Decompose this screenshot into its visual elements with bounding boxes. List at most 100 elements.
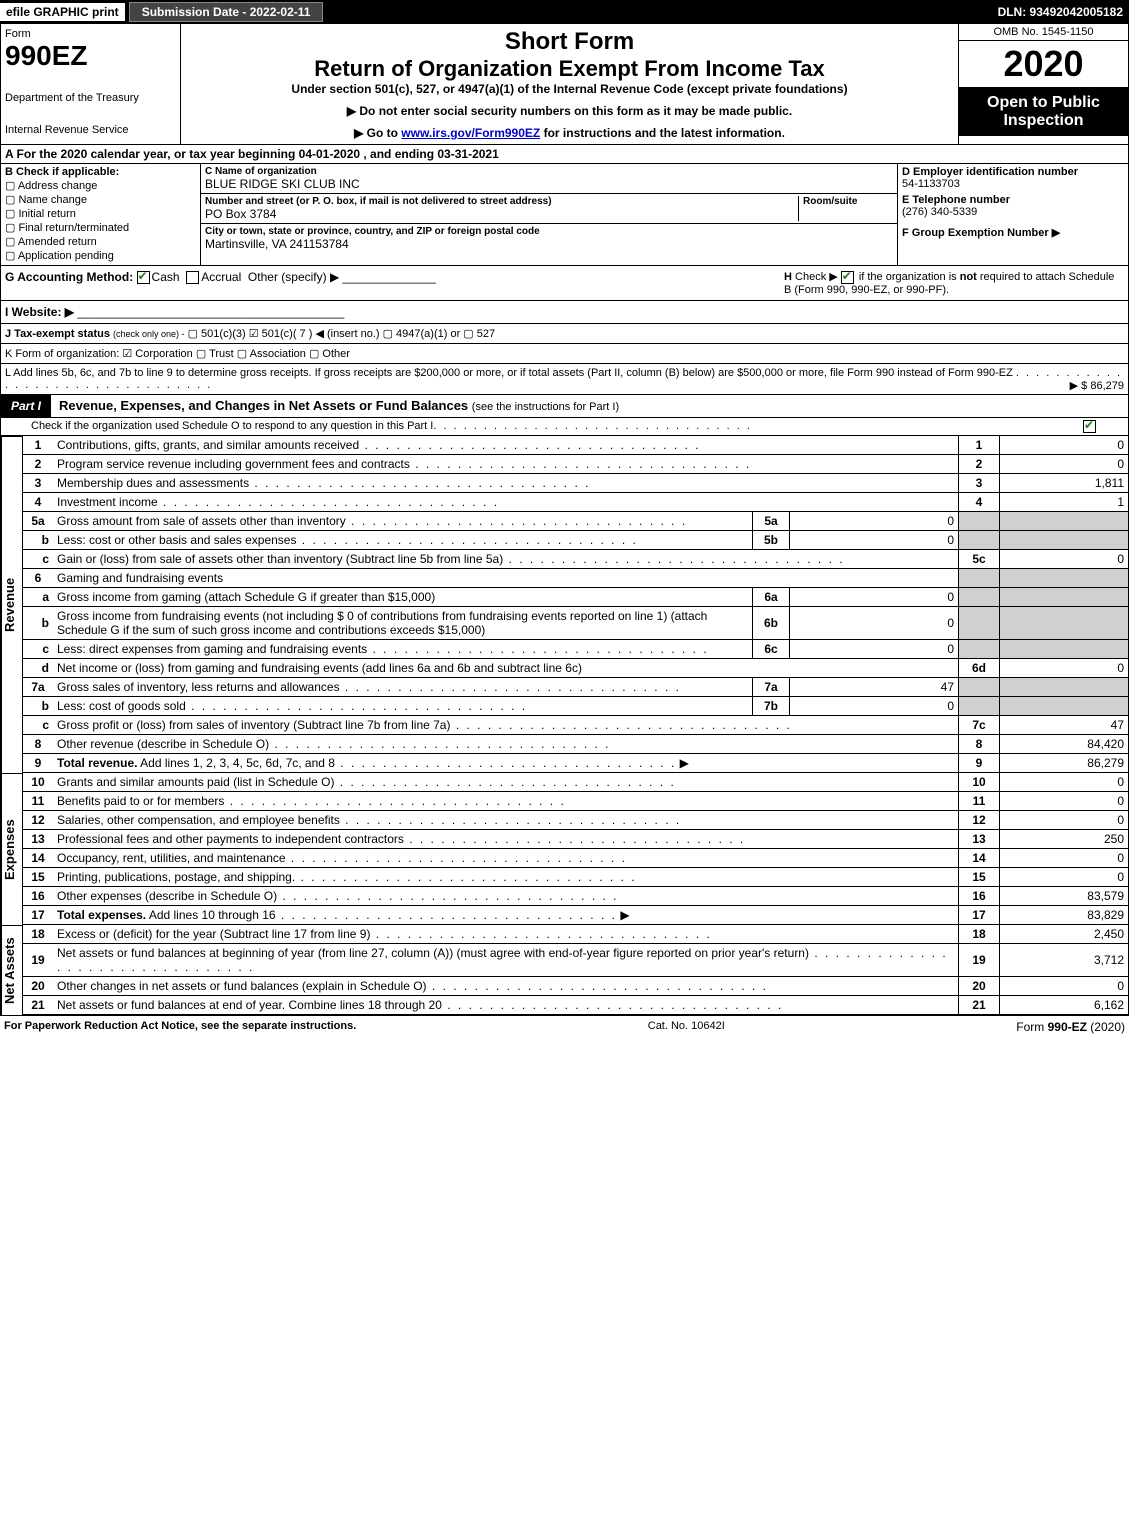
cb-schedule-b[interactable]	[841, 271, 854, 284]
goto-post: for instructions and the latest informat…	[540, 126, 785, 140]
footer-left: For Paperwork Reduction Act Notice, see …	[4, 1020, 356, 1034]
line-11: 11Benefits paid to or for members110	[23, 791, 1129, 810]
addr-row: Number and street (or P. O. box, if mail…	[201, 194, 897, 224]
city-row: City or town, state or province, country…	[201, 224, 897, 253]
dept-treasury: Department of the Treasury	[5, 92, 176, 104]
entity-info: B Check if applicable: Address change Na…	[0, 164, 1129, 266]
row-g-h: G Accounting Method: Cash Accrual Other …	[0, 266, 1129, 301]
accounting-method: G Accounting Method: Cash Accrual Other …	[1, 266, 780, 300]
line-20: 20Other changes in net assets or fund ba…	[23, 976, 1129, 995]
line-18: 18Excess or (deficit) for the year (Subt…	[23, 925, 1129, 944]
cb-accrual[interactable]	[186, 271, 199, 284]
cb-address-change[interactable]: Address change	[5, 179, 196, 192]
goto-pre: ▶ Go to	[354, 126, 401, 140]
line-16: 16Other expenses (describe in Schedule O…	[23, 886, 1129, 905]
city-label: City or town, state or province, country…	[205, 226, 893, 237]
line-7b: bLess: cost of goods sold7b0	[23, 696, 1129, 715]
accrual-label: Accrual	[201, 270, 241, 284]
line-6d: dNet income or (loss) from gaming and fu…	[23, 658, 1129, 677]
cb-cash[interactable]	[137, 271, 150, 284]
line-21: 21Net assets or fund balances at end of …	[23, 995, 1129, 1014]
footer-right: Form 990-EZ (2020)	[1016, 1020, 1125, 1034]
line-15: 15Printing, publications, postage, and s…	[23, 867, 1129, 886]
box-b: B Check if applicable: Address change Na…	[1, 164, 201, 265]
cb-final-return[interactable]: Final return/terminated	[5, 221, 196, 234]
omb-number: OMB No. 1545-1150	[959, 24, 1128, 41]
j-options: ▢ 501(c)(3) ☑ 501(c)( 7 ) ◀ (insert no.)…	[188, 328, 495, 340]
part1-header: Part I Revenue, Expenses, and Changes in…	[0, 395, 1129, 418]
line-5c: cGain or (loss) from sale of assets othe…	[23, 549, 1129, 568]
row-k: K Form of organization: ☑ Corporation ▢ …	[0, 344, 1129, 364]
under-section: Under section 501(c), 527, or 4947(a)(1)…	[187, 82, 952, 96]
part1-tag: Part I	[1, 395, 51, 417]
return-title: Return of Organization Exempt From Incom…	[187, 56, 952, 82]
line-1: 1Contributions, gifts, grants, and simil…	[23, 436, 1129, 455]
efile-label: efile GRAPHIC print	[0, 3, 125, 21]
part1-check-row: Check if the organization used Schedule …	[0, 418, 1129, 436]
row-j: J Tax-exempt status (check only one) - ▢…	[0, 324, 1129, 344]
goto-note: ▶ Go to www.irs.gov/Form990EZ for instru…	[187, 126, 952, 140]
header-left: Form 990EZ Department of the Treasury In…	[1, 24, 181, 144]
line-6a: aGross income from gaming (attach Schedu…	[23, 587, 1129, 606]
netassets-table: 18Excess or (deficit) for the year (Subt…	[22, 925, 1129, 1015]
part1-title-text: Revenue, Expenses, and Changes in Net As…	[59, 398, 468, 413]
cb-initial-return[interactable]: Initial return	[5, 207, 196, 220]
ein-value: 54-1133703	[902, 178, 1124, 190]
expenses-side-label: Expenses	[1, 773, 22, 925]
l-amount: ▶ $ 86,279	[1070, 379, 1124, 392]
cb-schedule-o[interactable]	[1083, 420, 1096, 433]
website-label: I Website: ▶	[5, 305, 74, 319]
j-sub: (check only one) -	[113, 329, 185, 339]
page-footer: For Paperwork Reduction Act Notice, see …	[0, 1015, 1129, 1038]
line-19: 19Net assets or fund balances at beginni…	[23, 943, 1129, 976]
j-label: J Tax-exempt status	[5, 328, 110, 340]
line-2: 2Program service revenue including gover…	[23, 454, 1129, 473]
irs-label: Internal Revenue Service	[5, 124, 176, 136]
open-to-public: Open to Public Inspection	[959, 88, 1128, 136]
line-6b: bGross income from fundraising events (n…	[23, 606, 1129, 639]
footer-cat: Cat. No. 10642I	[648, 1020, 725, 1034]
line-9: 9Total revenue. Add lines 1, 2, 3, 4, 5c…	[23, 753, 1129, 772]
line-4: 4Investment income41	[23, 492, 1129, 511]
box-d-e-f: D Employer identification number 54-1133…	[898, 164, 1128, 265]
expenses-section: Expenses 10Grants and similar amounts pa…	[0, 773, 1129, 925]
g-label: G Accounting Method:	[5, 270, 133, 284]
line-3: 3Membership dues and assessments31,811	[23, 473, 1129, 492]
line-12: 12Salaries, other compensation, and empl…	[23, 810, 1129, 829]
line-14: 14Occupancy, rent, utilities, and mainte…	[23, 848, 1129, 867]
cb-name-change[interactable]: Name change	[5, 193, 196, 206]
line-7c: cGross profit or (loss) from sales of in…	[23, 715, 1129, 734]
line-13: 13Professional fees and other payments t…	[23, 829, 1129, 848]
cash-label: Cash	[152, 270, 180, 284]
group-exemption-label: F Group Exemption Number ▶	[902, 226, 1124, 239]
h-check: H Check ▶ if the organization is not req…	[780, 266, 1128, 300]
addr-label: Number and street (or P. O. box, if mail…	[205, 196, 798, 207]
header-mid: Short Form Return of Organization Exempt…	[181, 24, 958, 144]
form-number: 990EZ	[5, 40, 176, 72]
part1-title: Revenue, Expenses, and Changes in Net As…	[51, 398, 619, 413]
cb-application-pending[interactable]: Application pending	[5, 249, 196, 262]
room-label: Room/suite	[803, 196, 893, 207]
tel-value: (276) 340-5339	[902, 206, 1124, 218]
line-10: 10Grants and similar amounts paid (list …	[23, 773, 1129, 792]
netassets-side-label: Net Assets	[1, 925, 22, 1015]
l-text: L Add lines 5b, 6c, and 7b to line 9 to …	[5, 367, 1013, 379]
part1-sub: (see the instructions for Part I)	[472, 401, 619, 413]
short-form-title: Short Form	[187, 28, 952, 56]
tax-period: A For the 2020 calendar year, or tax yea…	[0, 145, 1129, 164]
p1-check-dots	[433, 420, 1083, 433]
cb-amended-return[interactable]: Amended return	[5, 235, 196, 248]
tel-label: E Telephone number	[902, 194, 1124, 206]
org-addr: PO Box 3784	[205, 207, 798, 221]
line-8: 8Other revenue (describe in Schedule O)8…	[23, 734, 1129, 753]
line-17: 17Total expenses. Add lines 10 through 1…	[23, 905, 1129, 924]
name-label: C Name of organization	[205, 166, 893, 177]
box-b-title: B Check if applicable:	[5, 166, 196, 178]
top-bar: efile GRAPHIC print Submission Date - 20…	[0, 0, 1129, 24]
revenue-side-label: Revenue	[1, 436, 22, 773]
netassets-section: Net Assets 18Excess or (deficit) for the…	[0, 925, 1129, 1015]
ein-label: D Employer identification number	[902, 166, 1124, 178]
revenue-section: Revenue 1Contributions, gifts, grants, a…	[0, 436, 1129, 773]
part1-check-text: Check if the organization used Schedule …	[31, 420, 433, 433]
irs-link[interactable]: www.irs.gov/Form990EZ	[401, 126, 540, 140]
